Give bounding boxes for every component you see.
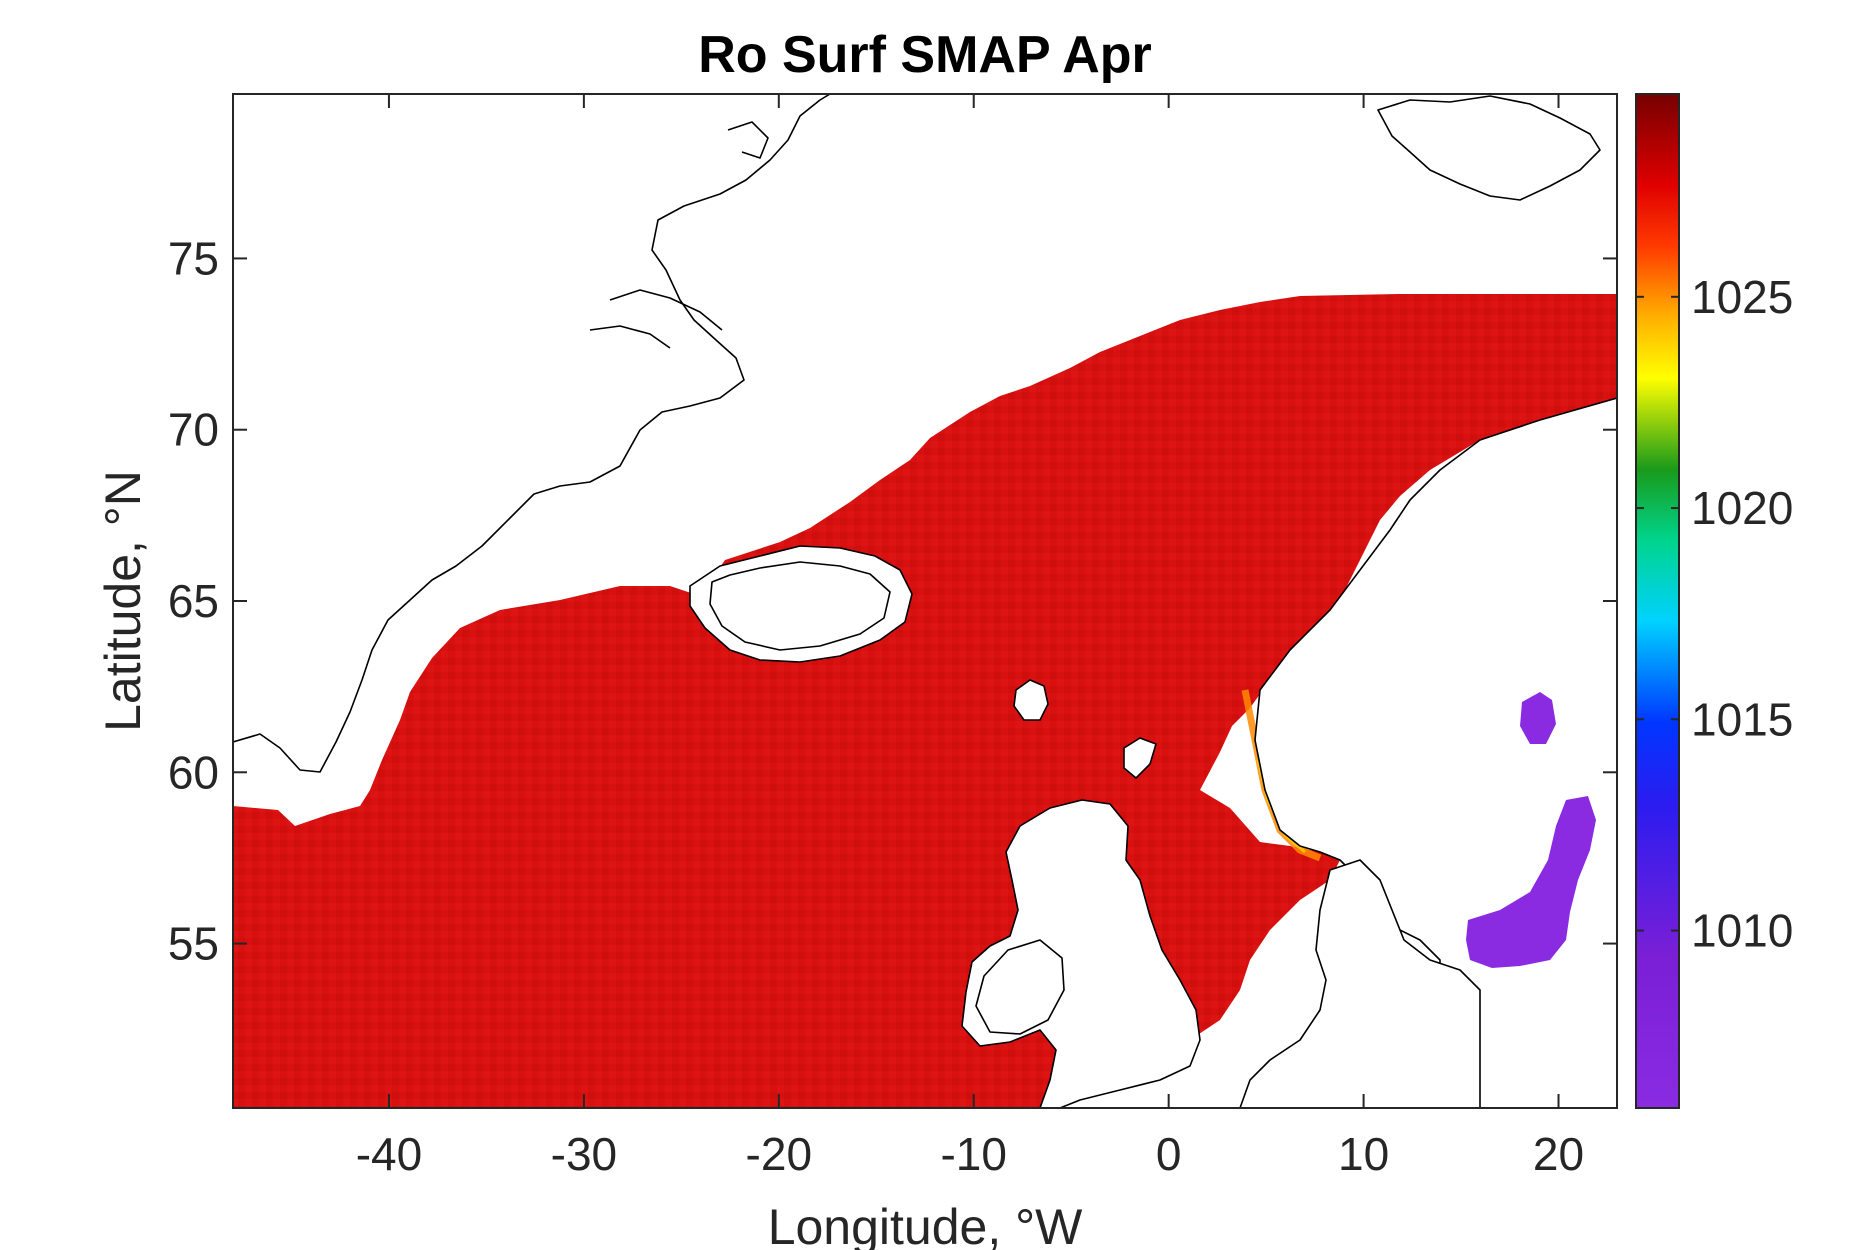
colorbar-tick-label: 1025 — [1691, 271, 1793, 323]
y-axis-ticks: 55 60 65 70 75 — [168, 232, 1617, 970]
colorbar-ticks: 1010 1015 1020 1025 — [1636, 271, 1793, 957]
colorbar-tick-label: 1020 — [1691, 482, 1793, 534]
x-tick-label: -20 — [746, 1128, 812, 1180]
greenland-coast — [233, 94, 831, 773]
svalbard-coast — [1377, 95, 1601, 201]
y-tick-label: 70 — [168, 404, 219, 456]
y-tick-label: 65 — [168, 575, 219, 627]
colorbar — [1635, 93, 1680, 1109]
iceland — [689, 545, 913, 663]
continental-europe — [1239, 859, 1481, 1108]
y-tick-label: 75 — [168, 232, 219, 284]
baltic-sea-field — [1466, 796, 1596, 968]
x-tick-label: -40 — [356, 1128, 422, 1180]
y-tick-label: 55 — [168, 918, 219, 970]
y-tick-label: 60 — [168, 746, 219, 798]
x-axis-label: Longitude, °W — [768, 1199, 1083, 1250]
x-tick-label: 20 — [1533, 1128, 1584, 1180]
colorbar-tick-label: 1015 — [1691, 693, 1793, 745]
map-area — [233, 94, 1617, 1108]
x-axis-ticks: -40 -30 -20 -10 0 10 20 — [356, 94, 1584, 1180]
ocean-density-field — [233, 294, 1617, 1108]
x-tick-label: -10 — [940, 1128, 1006, 1180]
chart-title: Ro Surf SMAP Apr — [698, 26, 1152, 84]
x-tick-label: -30 — [551, 1128, 617, 1180]
shetland — [1123, 737, 1157, 779]
faroe-islands — [1013, 679, 1049, 721]
y-axis-label: Latitude, °N — [95, 470, 151, 732]
gulf-of-bothnia-field — [1520, 692, 1556, 744]
colorbar-tick-label: 1010 — [1691, 905, 1793, 957]
x-tick-label: 10 — [1338, 1128, 1389, 1180]
british-isles — [961, 799, 1201, 1108]
x-tick-label: 0 — [1156, 1128, 1182, 1180]
